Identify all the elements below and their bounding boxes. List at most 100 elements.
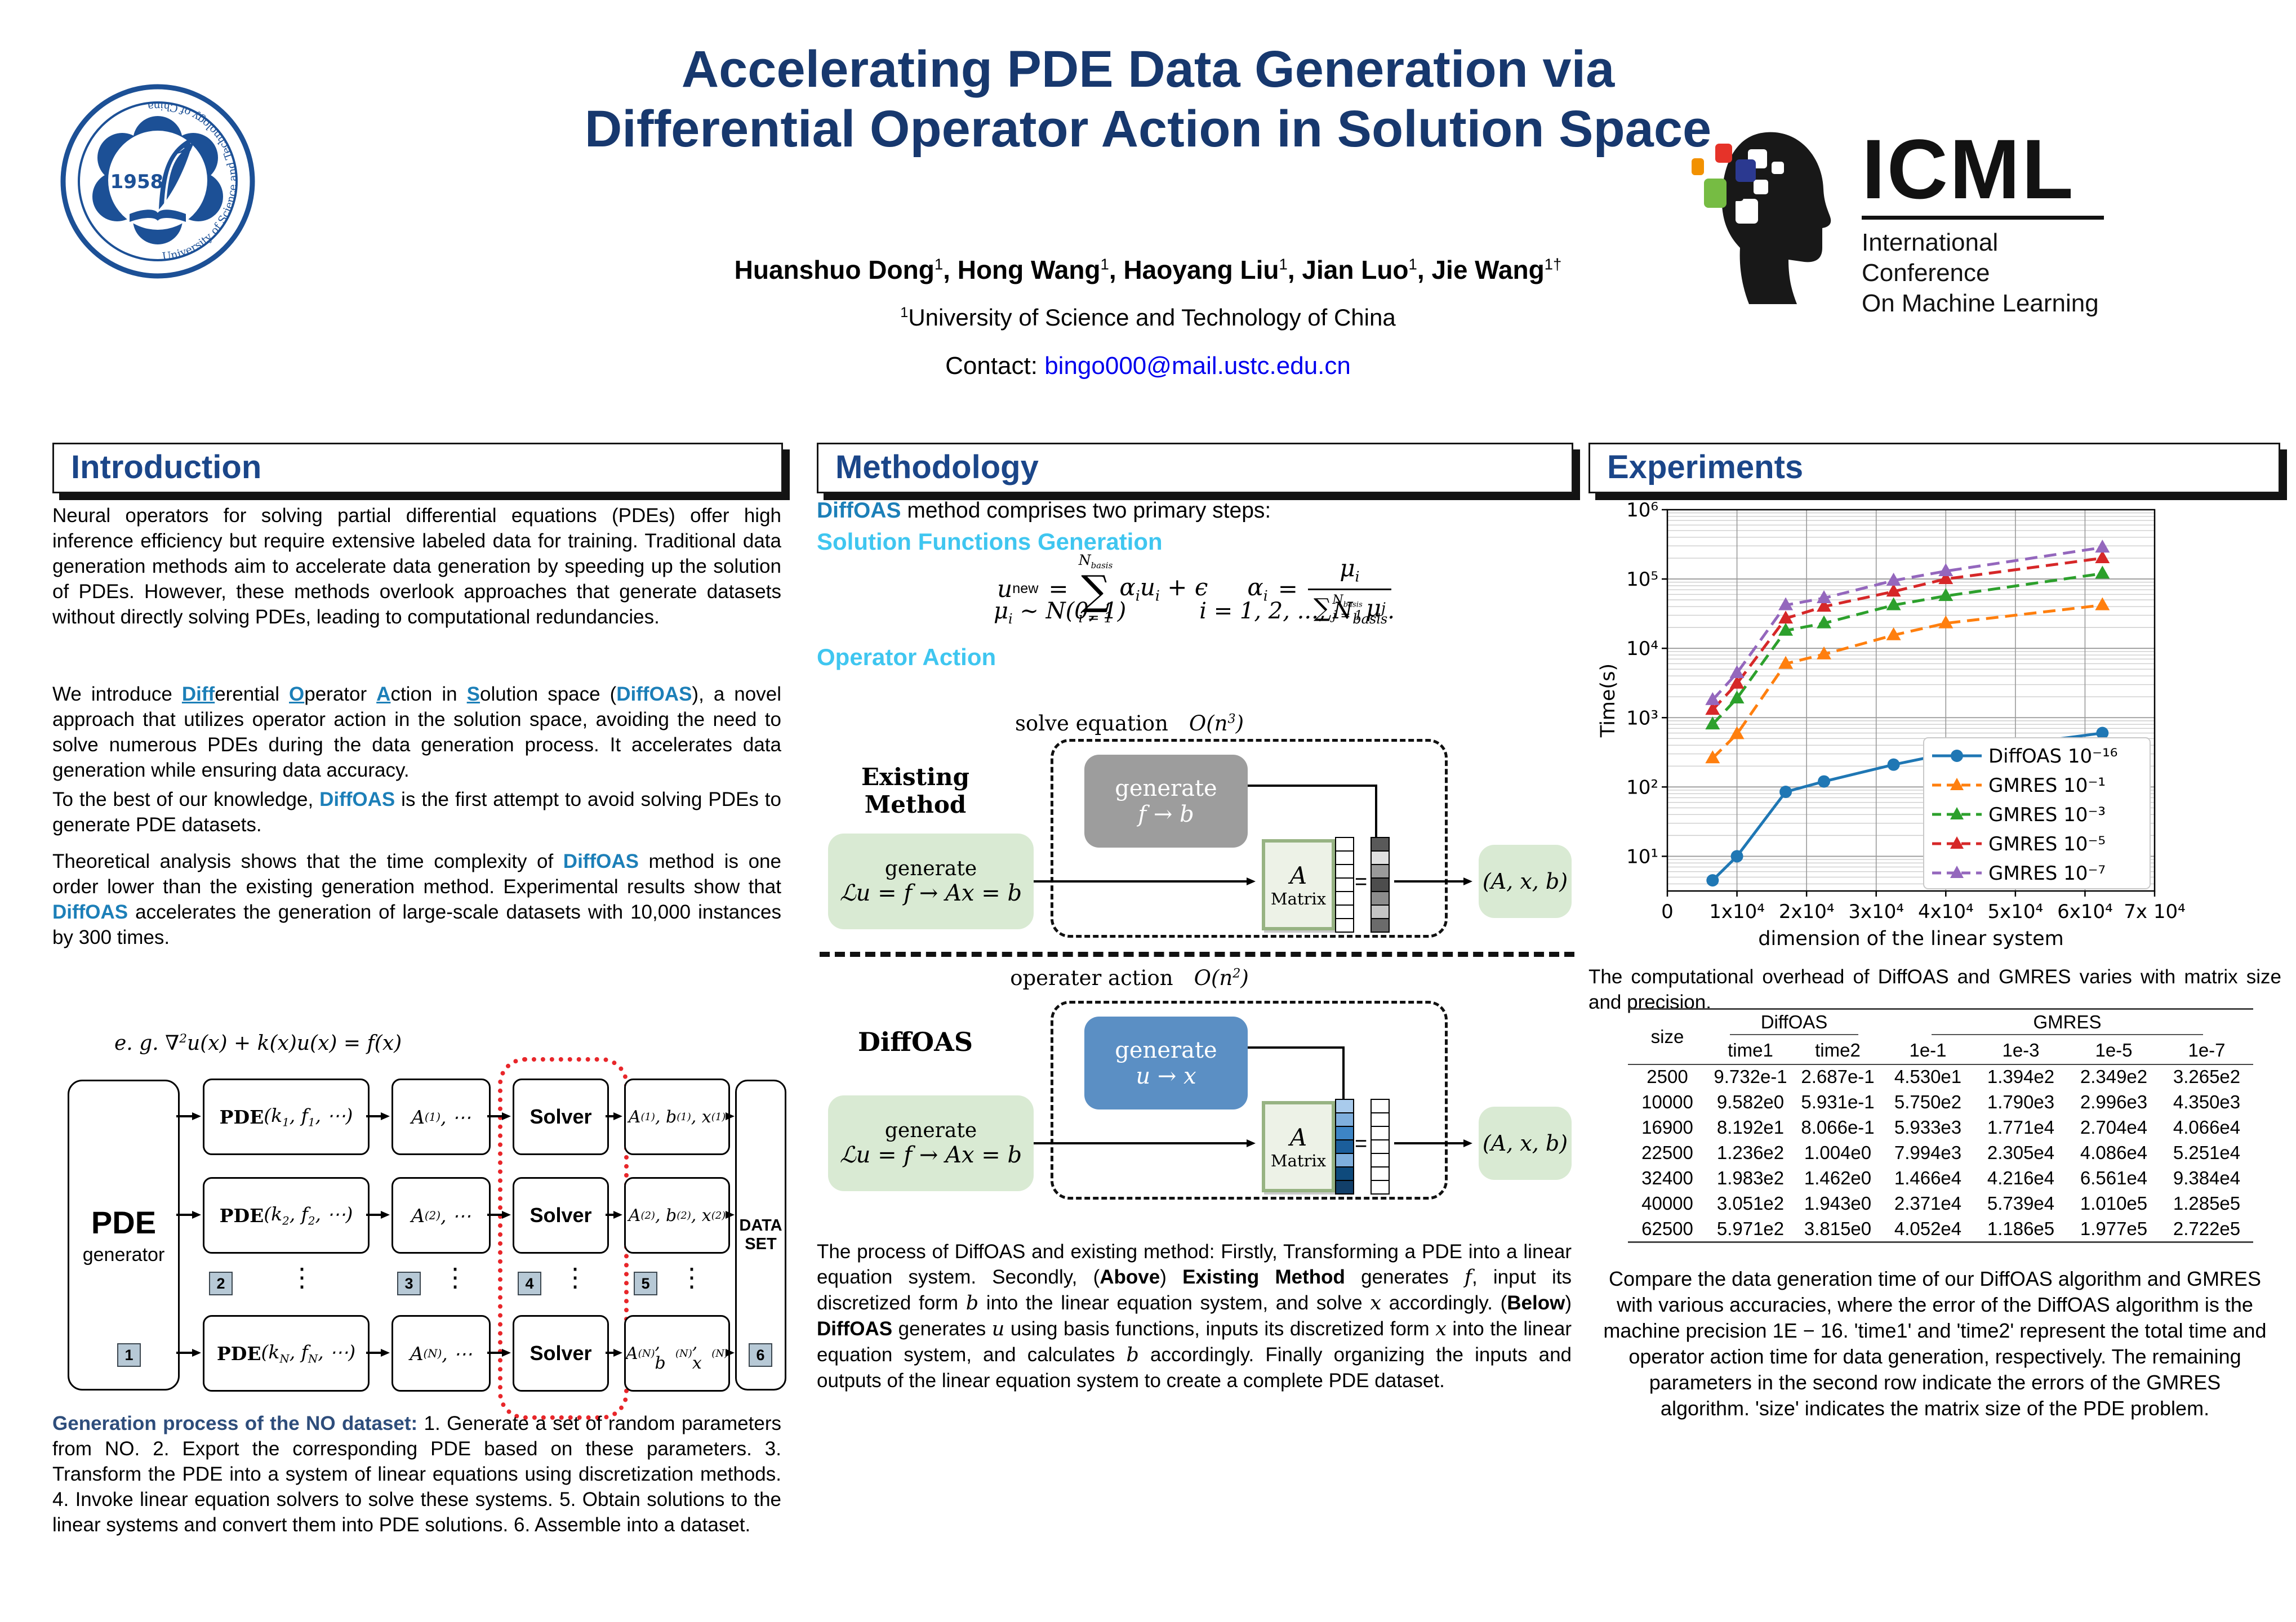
svg-text:10¹: 10¹ bbox=[1626, 845, 1658, 868]
flow-arrow bbox=[366, 1112, 390, 1120]
method-intro: DiffOAS method comprises two primary ste… bbox=[817, 498, 1271, 523]
operator-action-diagram: solve equation O(n3) Existing Method gen… bbox=[817, 701, 1574, 1225]
eq-u: u bbox=[997, 574, 1013, 603]
chart-caption: The computational overhead of DiffOAS an… bbox=[1588, 966, 2281, 1013]
table-cell: 5.931e-1 bbox=[1801, 1091, 1875, 1112]
table-cell: 1.010e5 bbox=[2080, 1192, 2148, 1214]
table-cell: 2.349e2 bbox=[2080, 1066, 2148, 1087]
step-badge-6: 6 bbox=[749, 1343, 772, 1367]
table-cell: 5.750e2 bbox=[1894, 1091, 1962, 1112]
equals-sign: = bbox=[1355, 1132, 1368, 1156]
complexity-n2: O(n2) bbox=[1194, 966, 1249, 990]
table-cell: 1e-3 bbox=[2002, 1040, 2040, 1060]
table-cell: 32400 bbox=[1641, 1167, 1693, 1188]
table-cell: 3.051e2 bbox=[1716, 1192, 1785, 1214]
table-cell: 1e-7 bbox=[2188, 1040, 2226, 1060]
method-separator bbox=[820, 952, 1574, 957]
table-cell: time1 bbox=[1728, 1040, 1773, 1060]
time-vs-dimension-chart: 0 1x10⁴ 2x10⁴ 3x10⁴ 4x10⁴ 5x10⁴ 6x10⁴ 7x 10⁴ 10¹… bbox=[1597, 501, 2186, 950]
table-caption: Compare the data generation time of our … bbox=[1603, 1267, 2267, 1420]
table-cell: 22500 bbox=[1641, 1142, 1693, 1163]
table-cell: 4.086e4 bbox=[2080, 1142, 2148, 1163]
table-cell: 1.394e2 bbox=[1987, 1066, 2055, 1087]
step-badge-5: 5 bbox=[634, 1272, 657, 1295]
table-cell: 2.371e4 bbox=[1894, 1192, 1962, 1214]
pde-box-2: PDE (k2, f2, ⋯) bbox=[203, 1177, 370, 1254]
svg-text:GMRES 10⁻³: GMRES 10⁻³ bbox=[1988, 804, 2106, 826]
pde-generator-title: PDE bbox=[91, 1205, 157, 1240]
svg-text:10³: 10³ bbox=[1626, 707, 1658, 729]
section-experiments-title: Experiments bbox=[1607, 449, 1804, 485]
pde-generator-sub: generator bbox=[82, 1244, 165, 1265]
step-badge-3: 3 bbox=[397, 1272, 421, 1295]
table-cell: 40000 bbox=[1641, 1192, 1693, 1214]
table-cell: 8.192e1 bbox=[1716, 1116, 1785, 1138]
axb-output-box-diffoas: (A, x, b) bbox=[1479, 1107, 1572, 1180]
pde-box-2-prefix: PDE bbox=[219, 1204, 264, 1227]
table-cell: 62500 bbox=[1641, 1218, 1693, 1239]
svg-text:6x10⁴: 6x10⁴ bbox=[2057, 901, 2113, 923]
step-badge-2: 2 bbox=[209, 1272, 233, 1295]
table-cell: 1.236e2 bbox=[1716, 1142, 1785, 1163]
output-box-1: A (1), b (1), x (1) bbox=[624, 1079, 730, 1155]
u-to-x-label: u → x bbox=[1136, 1063, 1196, 1089]
table-cell: 1.462e0 bbox=[1804, 1167, 1872, 1188]
page-title-line2: Differential Operator Action in Solution… bbox=[584, 100, 1712, 158]
generate-label: generate bbox=[884, 1119, 977, 1142]
matrix-box-2: A (2), ⋯ bbox=[391, 1177, 491, 1254]
ustc-year: 1958 bbox=[110, 171, 164, 193]
matrix-label: Matrix bbox=[1270, 1151, 1327, 1170]
table-cell: 5.971e2 bbox=[1716, 1218, 1785, 1239]
f-to-b-label: f → b bbox=[1138, 801, 1194, 827]
section-introduction-header: Introduction bbox=[52, 443, 783, 493]
svg-text:GMRES 10⁻⁵: GMRES 10⁻⁵ bbox=[1988, 833, 2106, 855]
flow-arrow bbox=[176, 1349, 201, 1357]
eq-alpha-lhs: αi bbox=[1247, 573, 1268, 604]
table-cell: 4.216e4 bbox=[1987, 1167, 2055, 1188]
contact-label: Contact: bbox=[945, 352, 1045, 380]
icml-logo: ICML International Conference On Machine… bbox=[1681, 122, 2110, 317]
method-subhead-operator-action: Operator Action bbox=[817, 644, 996, 670]
table-cell: 1.466e4 bbox=[1894, 1167, 1962, 1188]
eq-term: αiui + ϵ bbox=[1119, 573, 1208, 604]
table-cell: 8.066e-1 bbox=[1801, 1116, 1875, 1138]
x-vector-existing bbox=[1335, 837, 1354, 933]
to-output-arrow bbox=[1394, 1139, 1472, 1147]
b-vector-existing bbox=[1371, 837, 1390, 933]
solver-box-n: Solver bbox=[513, 1315, 609, 1392]
solver-box-2: Solver bbox=[513, 1177, 609, 1254]
axb-output-box-existing: (A, x, b) bbox=[1479, 845, 1572, 918]
svg-text:1x10⁴: 1x10⁴ bbox=[1709, 901, 1765, 923]
a-matrix-box-diffoas: A Matrix bbox=[1262, 1101, 1335, 1192]
svg-text:dimension of the linear system: dimension of the linear system bbox=[1758, 928, 2064, 950]
table-cell: size bbox=[1650, 1026, 1684, 1047]
generate-label: generate bbox=[884, 857, 977, 880]
dots-3: ⋮ bbox=[562, 1262, 588, 1293]
intro-paragraph-3: To the best of our knowledge, DiffOAS is… bbox=[52, 788, 781, 836]
svg-text:GMRES 10⁻⁷: GMRES 10⁻⁷ bbox=[1988, 862, 2106, 885]
table-cell: 2.704e4 bbox=[2080, 1116, 2148, 1138]
flow-arrow bbox=[176, 1112, 201, 1120]
intro-caption: Generation process of the NO dataset: 1.… bbox=[52, 1412, 781, 1536]
svg-text:4x10⁴: 4x10⁴ bbox=[1918, 901, 1974, 923]
solution-generation-equation: u new = Nbasis ∑ i = 1 αiui + ϵ αi = μi ∑… bbox=[817, 543, 1572, 634]
svg-text:10⁶: 10⁶ bbox=[1626, 501, 1658, 522]
contact-line: Contact: bingo000@mail.ustc.edu.cn bbox=[0, 352, 2296, 380]
table-cell: 1.977e5 bbox=[2080, 1218, 2148, 1239]
output-box-n: A (N), b (N), x (N) bbox=[624, 1315, 730, 1392]
eq2-right: i = 1, 2, ..., Nbasis. bbox=[1199, 598, 1395, 627]
existing-method-dashed-box bbox=[1051, 739, 1448, 938]
pde-box-n: PDE (kN, fN, ⋯) bbox=[203, 1315, 370, 1392]
affiliation: 1University of Science and Technology of… bbox=[0, 304, 2296, 331]
dataset-line1: DATA bbox=[739, 1216, 782, 1235]
contact-email-link[interactable]: bingo000@mail.ustc.edu.cn bbox=[1044, 352, 1351, 380]
flow-arrow bbox=[726, 1349, 735, 1357]
table-cell: 9.582e0 bbox=[1716, 1091, 1785, 1112]
flow-arrow bbox=[726, 1211, 735, 1219]
method-subhead-solution-functions: Solution Functions Generation bbox=[817, 528, 1163, 555]
eq-sum-bottom: i = 1 bbox=[1078, 609, 1113, 626]
dots-1: ⋮ bbox=[289, 1262, 315, 1293]
icml-wordmark: ICML bbox=[1862, 122, 2075, 216]
dataset-line2: SET bbox=[745, 1235, 777, 1253]
